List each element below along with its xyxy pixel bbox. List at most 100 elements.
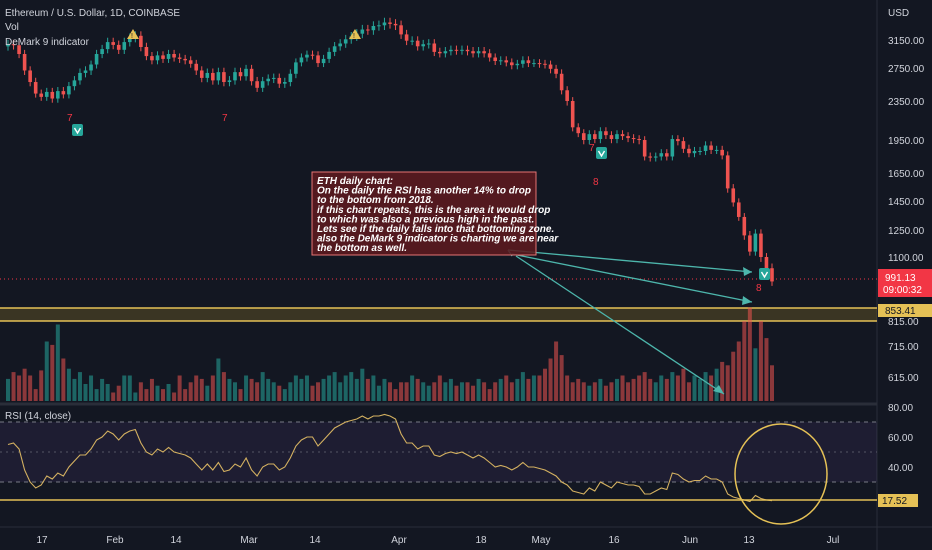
candle-body[interactable] xyxy=(238,72,243,77)
candle-body[interactable] xyxy=(244,68,248,77)
arrow-line[interactable] xyxy=(515,255,725,395)
candle-body[interactable] xyxy=(122,42,127,50)
candle-body[interactable] xyxy=(432,43,437,52)
candle-body[interactable] xyxy=(255,81,259,88)
candle-body[interactable] xyxy=(493,57,497,62)
candle-body[interactable] xyxy=(105,42,110,50)
candle-body[interactable] xyxy=(426,43,431,45)
candle-body[interactable] xyxy=(415,40,420,47)
candle-body[interactable] xyxy=(283,82,287,84)
candle-body[interactable] xyxy=(249,68,254,82)
candle-body[interactable] xyxy=(277,77,282,84)
candle-body[interactable] xyxy=(482,51,486,54)
candle-body[interactable] xyxy=(288,73,293,83)
time-axis[interactable]: 17 Feb 14 Mar 14 Apr 18 May 16 Jun 13 Jul xyxy=(36,535,839,546)
candle-body[interactable] xyxy=(44,91,49,97)
candle-body[interactable] xyxy=(388,22,392,24)
candle-body[interactable] xyxy=(731,188,736,203)
candle-body[interactable] xyxy=(332,46,337,52)
arrow-line[interactable] xyxy=(507,249,753,273)
candle-body[interactable] xyxy=(659,153,664,157)
candle-body[interactable] xyxy=(526,60,531,64)
candle-body[interactable] xyxy=(543,63,547,65)
candle-body[interactable] xyxy=(509,62,514,66)
candle-body[interactable] xyxy=(714,149,719,151)
candles[interactable] xyxy=(6,17,774,286)
candle-body[interactable] xyxy=(205,72,210,78)
candle-body[interactable] xyxy=(177,57,182,59)
candle-body[interactable] xyxy=(642,140,647,157)
candle-body[interactable] xyxy=(161,55,165,59)
candle-body[interactable] xyxy=(615,134,619,140)
candle-body[interactable] xyxy=(199,70,204,78)
candle-body[interactable] xyxy=(670,139,675,157)
candle-body[interactable] xyxy=(393,23,398,26)
candle-body[interactable] xyxy=(260,81,265,88)
candle-body[interactable] xyxy=(327,51,331,59)
demark-legend[interactable]: DeMark 9 indicator xyxy=(5,37,90,48)
rsi-title[interactable]: RSI (14, close) xyxy=(5,411,71,422)
candle-body[interactable] xyxy=(299,57,304,63)
candle-body[interactable] xyxy=(620,134,625,137)
candle-body[interactable] xyxy=(698,151,702,152)
candle-body[interactable] xyxy=(604,131,608,136)
candle-body[interactable] xyxy=(28,70,32,83)
candle-body[interactable] xyxy=(742,216,747,236)
candle-body[interactable] xyxy=(338,43,342,47)
candle-body[interactable] xyxy=(377,25,381,27)
candle-body[interactable] xyxy=(764,257,769,269)
candle-body[interactable] xyxy=(498,60,503,62)
candle-body[interactable] xyxy=(216,72,221,81)
candle-body[interactable] xyxy=(581,133,586,140)
candle-body[interactable] xyxy=(111,42,115,45)
candle-body[interactable] xyxy=(310,54,315,56)
candle-body[interactable] xyxy=(17,45,21,54)
candle-body[interactable] xyxy=(515,63,520,66)
candle-body[interactable] xyxy=(194,63,199,71)
candle-body[interactable] xyxy=(22,54,27,71)
candle-body[interactable] xyxy=(653,156,658,158)
candle-body[interactable] xyxy=(449,49,453,52)
candle-body[interactable] xyxy=(565,90,569,101)
candle-body[interactable] xyxy=(637,139,641,141)
candle-body[interactable] xyxy=(39,93,44,97)
candle-body[interactable] xyxy=(609,135,614,140)
rsi-line[interactable] xyxy=(7,413,773,503)
candle-body[interactable] xyxy=(305,54,309,58)
candle-body[interactable] xyxy=(736,202,741,217)
candle-body[interactable] xyxy=(648,156,653,158)
candle-body[interactable] xyxy=(227,80,232,83)
candle-body[interactable] xyxy=(487,53,492,58)
candle-body[interactable] xyxy=(725,155,730,189)
candle-body[interactable] xyxy=(94,54,99,65)
rsi-axis[interactable]: 80.00 60.00 40.00 xyxy=(888,403,913,474)
candle-body[interactable] xyxy=(770,268,774,282)
candle-body[interactable] xyxy=(294,62,298,74)
candle-body[interactable] xyxy=(587,134,592,140)
candle-body[interactable] xyxy=(127,37,132,43)
candle-body[interactable] xyxy=(266,78,271,82)
candle-body[interactable] xyxy=(116,44,121,50)
candle-body[interactable] xyxy=(233,72,237,81)
candle-body[interactable] xyxy=(399,25,403,35)
candle-body[interactable] xyxy=(687,148,691,154)
candle-body[interactable] xyxy=(465,49,470,52)
candle-body[interactable] xyxy=(144,47,149,57)
candle-body[interactable] xyxy=(404,34,409,41)
candle-body[interactable] xyxy=(460,49,464,51)
candle-body[interactable] xyxy=(72,80,77,87)
candle-body[interactable] xyxy=(576,127,581,134)
candle-body[interactable] xyxy=(537,63,542,65)
volume-legend[interactable]: Vol xyxy=(5,22,19,33)
instrument-title[interactable]: Ethereum / U.S. Dollar, 1D, COINBASE xyxy=(5,8,180,19)
candle-body[interactable] xyxy=(438,51,442,54)
candle-body[interactable] xyxy=(692,151,697,154)
candle-body[interactable] xyxy=(454,49,459,51)
candle-body[interactable] xyxy=(321,58,326,64)
candle-body[interactable] xyxy=(471,51,475,54)
candle-body[interactable] xyxy=(222,72,226,83)
candle-body[interactable] xyxy=(100,49,104,54)
candle-body[interactable] xyxy=(172,54,176,58)
candle-body[interactable] xyxy=(709,145,713,150)
